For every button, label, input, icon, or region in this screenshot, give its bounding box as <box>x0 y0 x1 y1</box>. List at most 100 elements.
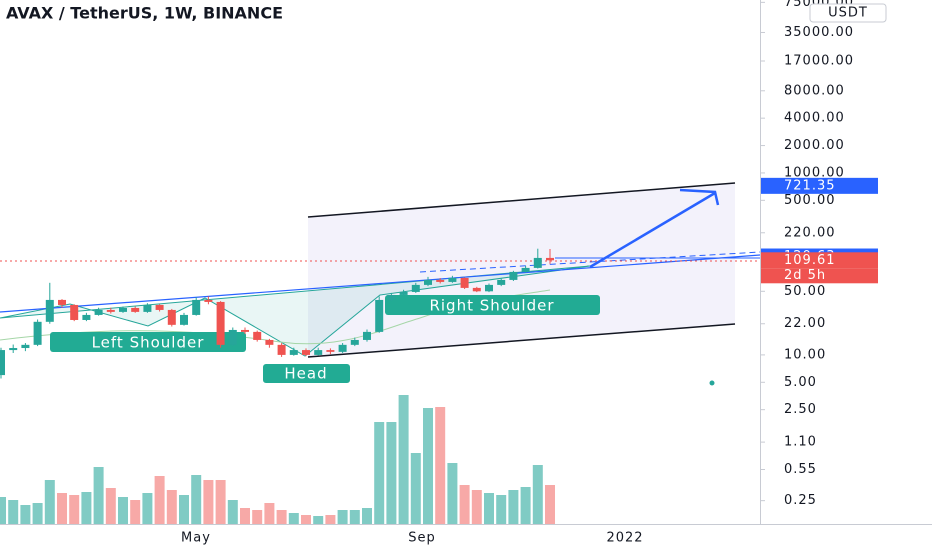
arrow-head <box>679 188 720 206</box>
volume-bar <box>325 515 336 525</box>
candle-body <box>485 284 493 292</box>
arrow <box>589 191 716 269</box>
volume-bar <box>337 510 348 525</box>
title-bg <box>0 0 450 26</box>
volume-bar <box>301 515 311 525</box>
volume-bar <box>362 508 372 525</box>
channel-fill <box>308 183 735 357</box>
y-tick-label: 2000.00 <box>784 138 845 153</box>
candle-body <box>533 257 542 268</box>
y-tick-label: 10.00 <box>784 347 826 362</box>
volume-bar <box>410 453 421 525</box>
volume-bar <box>203 480 214 525</box>
volume-bar <box>32 503 43 525</box>
candle-body <box>302 350 310 355</box>
candle-body <box>167 309 176 325</box>
volume-bar <box>142 493 153 525</box>
candle-body <box>216 301 225 345</box>
candle-body <box>253 331 262 340</box>
currency-box[interactable] <box>809 3 887 23</box>
candle-body <box>509 271 518 280</box>
neckline-dashed <box>419 251 761 273</box>
volume-bar <box>179 495 189 525</box>
volume-bar <box>252 510 263 525</box>
x-tick-label: 2022 <box>606 531 643 546</box>
y-tick-label: 17000.00 <box>784 53 854 68</box>
candle-body <box>45 299 54 322</box>
candle-body <box>155 304 164 310</box>
channel-top <box>307 182 736 218</box>
y-tick-label: 22.00 <box>784 316 826 331</box>
candle-body <box>399 291 408 295</box>
candle-body <box>70 304 79 320</box>
candle-body <box>521 267 530 272</box>
annotation-box <box>263 364 350 383</box>
volume-bar <box>44 480 55 525</box>
candle-body <box>58 299 66 305</box>
volume-bar <box>398 395 409 525</box>
candle-body <box>82 314 91 320</box>
countdown: 2d 5h <box>784 268 826 283</box>
candle-body <box>265 339 274 345</box>
candle-body <box>33 321 42 345</box>
volume-bar <box>423 408 433 525</box>
x-tick-label: May <box>181 531 211 546</box>
candle-body <box>0 350 5 376</box>
candle-body <box>326 350 335 352</box>
currency: USDT <box>828 6 868 21</box>
volume-bar <box>240 508 250 525</box>
candle-body <box>241 329 249 332</box>
candle-body <box>119 307 127 312</box>
volume-bar <box>471 490 482 525</box>
volume-bar <box>81 492 92 525</box>
volume-bar <box>264 503 275 525</box>
volume-bar <box>215 480 226 525</box>
candle-body <box>192 299 201 315</box>
price-label: 109.61 <box>784 253 836 268</box>
volume-bar <box>105 488 116 525</box>
volume-bar <box>484 493 494 525</box>
volume-bar <box>166 490 177 525</box>
volume-bar <box>349 510 360 525</box>
volume-bar <box>288 513 299 525</box>
candle-body <box>350 339 359 345</box>
volume-bar <box>520 487 531 525</box>
y-tick-label: 5.00 <box>784 375 817 390</box>
volume-bar <box>496 495 507 525</box>
neckline <box>0 254 761 313</box>
volume-bar <box>227 500 238 525</box>
candle-body <box>131 307 140 312</box>
chart-title: AVAX / TetherUS, 1W, BINANCE <box>6 4 283 23</box>
y-tick-label: 35000.00 <box>784 25 854 40</box>
candle-body <box>204 299 213 302</box>
y-tick-label: 500.00 <box>784 193 836 208</box>
volume-bar <box>435 407 446 525</box>
candle-body <box>460 277 469 288</box>
y-tick-label: 0.55 <box>784 462 817 477</box>
annotation-box <box>385 295 600 315</box>
y-tick-label: 220.00 <box>784 225 836 240</box>
candle-body <box>411 284 420 292</box>
volume-bar <box>545 485 555 525</box>
candle-body <box>375 299 384 332</box>
dot <box>709 380 715 386</box>
volume-bar <box>276 510 287 525</box>
volume-bar <box>386 422 397 525</box>
countdown-box <box>761 268 878 284</box>
y-tick-label: 1.10 <box>784 435 817 450</box>
y-tick-label: 2.50 <box>784 402 817 417</box>
candle-body <box>472 287 481 292</box>
volume-bar <box>69 495 80 525</box>
annotation: Left Shoulder <box>92 334 205 352</box>
candle-body <box>228 329 237 345</box>
volume-bar <box>57 493 67 525</box>
price-label-box <box>761 252 878 269</box>
candle-body <box>106 309 115 312</box>
time-axis <box>0 525 761 550</box>
candle-body <box>180 314 188 325</box>
channel-bottom <box>307 323 736 358</box>
y-tick-label: 0.25 <box>784 493 817 508</box>
candle-body <box>314 350 323 355</box>
x-tick-label: Sep <box>408 531 436 546</box>
volume-bar <box>0 497 6 525</box>
